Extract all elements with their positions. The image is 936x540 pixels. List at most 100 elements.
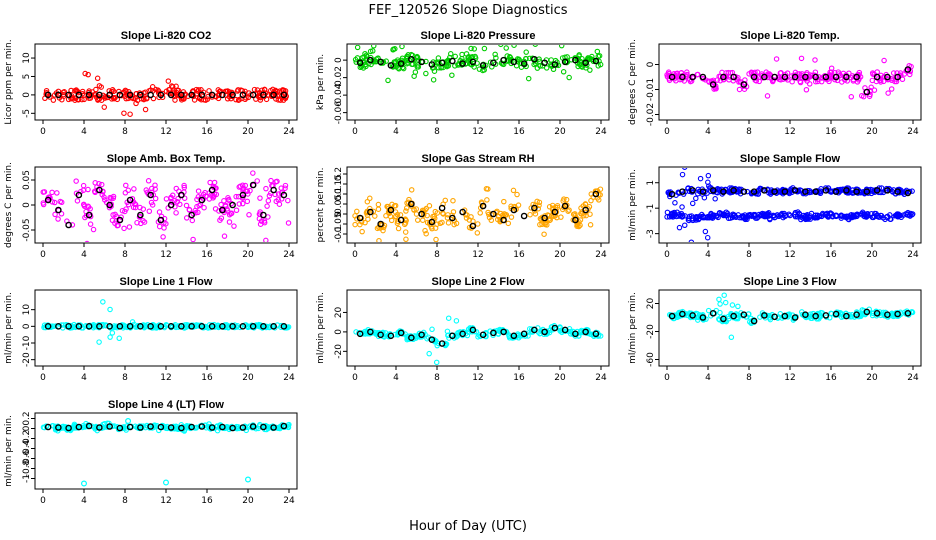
series-point [438, 340, 446, 347]
series-point [96, 424, 103, 431]
x-tick-label: 24 [907, 373, 919, 383]
series-point [730, 187, 737, 194]
scatter-point [127, 111, 133, 117]
scatter-point [442, 340, 448, 347]
scatter-point [123, 206, 129, 212]
scatter-point [597, 186, 604, 192]
scatter-point [768, 313, 775, 320]
scatter-point [228, 210, 235, 217]
scatter-point [717, 301, 723, 307]
series-point [85, 422, 93, 430]
scatter-point [80, 182, 87, 189]
series-point [270, 91, 277, 99]
scatter-point [254, 178, 260, 184]
scatter-point [899, 76, 906, 83]
series-point [106, 201, 113, 209]
scatter-point [96, 181, 102, 187]
x-tick-label: 20 [554, 373, 566, 383]
scatter-point [866, 93, 873, 100]
y-tick-label: -60 [646, 352, 656, 367]
scatter-point [468, 214, 474, 220]
scatter-point [716, 296, 722, 303]
series-point [730, 212, 737, 220]
series-point [781, 73, 789, 81]
scatter-point [701, 194, 708, 201]
series-point [802, 188, 809, 195]
series-point [96, 323, 103, 330]
scatter-point [69, 222, 76, 228]
scatter-point [693, 215, 699, 222]
scatter-point [894, 70, 900, 76]
scatter-point [746, 71, 752, 77]
series-point [822, 211, 830, 218]
series-point [679, 212, 686, 220]
scatter-point [257, 195, 263, 201]
scatter-point [439, 219, 445, 226]
series-point [490, 210, 497, 218]
series-point [408, 55, 415, 63]
y-tick-label: -0.4 [22, 439, 32, 457]
scatter-point [576, 61, 583, 68]
series-point [260, 91, 267, 99]
series-point [397, 60, 405, 67]
series-point [44, 423, 52, 431]
scatter-point [100, 299, 106, 305]
y-tick-label: 10 [22, 304, 32, 316]
series-point [280, 191, 288, 199]
series-point [520, 60, 528, 67]
series-point [541, 214, 548, 222]
scatter-point [114, 222, 121, 229]
scatter-point [263, 96, 270, 103]
series-point [531, 204, 538, 212]
plot-frame [346, 289, 610, 367]
series-point [438, 59, 446, 67]
y-tick-label: -0.8 [22, 459, 32, 477]
series-point [904, 211, 912, 218]
series-point [812, 188, 819, 195]
panel-title: Slope Line 3 Flow [744, 276, 837, 288]
series-point [157, 216, 165, 224]
scatter-point [445, 220, 452, 226]
scatter-point [705, 307, 712, 314]
scatter-point [592, 188, 599, 194]
series-point [740, 213, 748, 221]
scatter-point [367, 48, 374, 55]
scatter-point [282, 185, 288, 191]
y-axis-label: ml/min per min. [4, 292, 14, 364]
scatter-point [492, 51, 498, 58]
scatter-point [185, 93, 191, 99]
y-axis-label: degrees C per min. [628, 39, 638, 125]
y-tick-label: 10 [22, 52, 32, 64]
scatter-point [674, 209, 680, 215]
scatter-point [92, 92, 99, 98]
x-tick-label: 24 [595, 127, 607, 137]
scatter-point [422, 207, 428, 213]
scatter-point [103, 424, 110, 430]
series-point [750, 212, 758, 220]
scatter-point [131, 186, 137, 192]
scatter-point [133, 100, 139, 107]
scatter-point [565, 208, 571, 214]
scatter-point [136, 93, 142, 99]
series-point [541, 328, 548, 336]
series-point [44, 323, 52, 330]
scatter-point [535, 206, 541, 212]
series-point [106, 323, 113, 330]
y-tick-label: -0.02 [646, 103, 656, 126]
scatter-point [87, 221, 94, 227]
series-point [709, 187, 717, 194]
series-point [884, 187, 891, 194]
scatter-point [134, 219, 140, 226]
scatter-point [146, 208, 153, 214]
scatter-point [397, 212, 404, 218]
scatter-point [586, 203, 593, 210]
scatter-point [901, 191, 908, 198]
scatter-point [415, 332, 421, 339]
scatter-point [352, 221, 358, 228]
scatter-point [234, 88, 241, 94]
y-tick-label: -0.02 [334, 66, 344, 89]
scatter-point [201, 204, 207, 211]
x-tick-label: 20 [242, 373, 254, 383]
scatter-point [824, 210, 830, 217]
data-points [40, 170, 292, 242]
